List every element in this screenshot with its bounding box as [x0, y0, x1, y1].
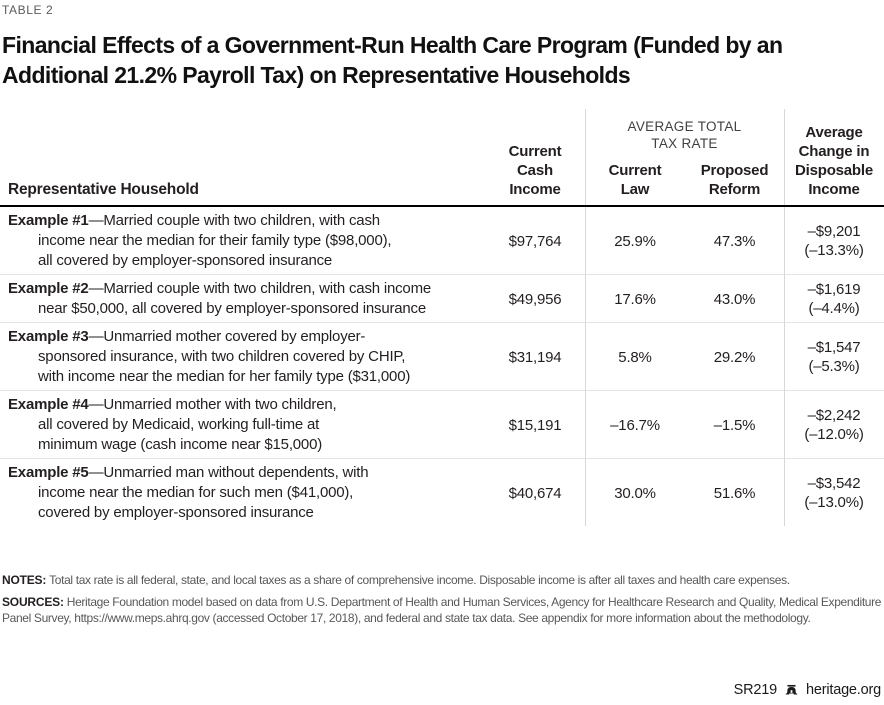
page-footer: SR219 heritage.org: [733, 682, 882, 698]
sources-label: SOURCES:: [2, 594, 64, 609]
household-desc: covered by employer-sponsored insurance: [38, 504, 314, 521]
table-notes-block: NOTES: Total tax rate is all federal, sta…: [2, 572, 882, 627]
example-label: Example #3: [8, 328, 89, 345]
heritage-bell-icon: [785, 684, 798, 694]
household-desc: with income near the median for her fami…: [38, 368, 411, 385]
column-header-proposed-reform: Proposed Reform: [700, 162, 769, 198]
column-header-representative-household: Representative Household: [8, 181, 199, 198]
table-row: Example #3—Unmarried mother covered by e…: [0, 322, 884, 390]
household-desc: —Unmarried mother with two children,: [88, 396, 337, 413]
cash-income-value: $97,764: [508, 232, 562, 250]
household-desc: minimum wage (cash income near $15,000): [38, 436, 323, 453]
household-desc: near $50,000, all covered by employer-sp…: [38, 300, 427, 317]
site-name: heritage.org: [806, 682, 881, 698]
notes-line: NOTES: Total tax rate is all federal, sta…: [2, 572, 882, 589]
title-line-1: Financial Effects of a Government-Run He…: [2, 32, 783, 58]
report-id: SR219: [733, 682, 778, 698]
cash-income-value: $49,956: [508, 290, 562, 308]
change-in-disposable-income-value: –$9,201 (–13.3%): [804, 223, 864, 259]
change-in-disposable-income-value: –$3,542 (–13.0%): [804, 475, 864, 511]
household-desc: —Married couple with two children, with …: [88, 280, 432, 297]
cash-income-value: $40,674: [508, 484, 562, 502]
current-law-value: –16.7%: [610, 416, 660, 434]
household-cell: Example #3—Unmarried mother covered by e…: [0, 327, 485, 387]
household-desc: —Married couple with two children, with …: [88, 212, 381, 229]
table-header-row: Representative Household Current Cash In…: [0, 109, 884, 207]
household-cell: Example #1—Married couple with two child…: [0, 211, 485, 271]
title-line-2: Additional 21.2% Payroll Tax) on Represe…: [2, 62, 631, 88]
proposed-reform-value: 51.6%: [713, 484, 756, 502]
household-desc: all covered by Medicaid, working full-ti…: [38, 416, 320, 433]
table-row: Example #4—Unmarried mother with two chi…: [0, 390, 884, 458]
proposed-reform-value: –1.5%: [713, 416, 756, 434]
household-desc: income near the median for their family …: [38, 232, 392, 249]
example-label: Example #2: [8, 280, 89, 297]
change-in-disposable-income-value: –$1,619 (–4.4%): [807, 281, 861, 317]
current-law-value: 17.6%: [614, 290, 656, 308]
data-table: Representative Household Current Cash In…: [0, 109, 884, 526]
household-desc: income near the median for such men ($41…: [38, 484, 354, 501]
table-row: Example #2—Married couple with two child…: [0, 274, 884, 322]
change-in-disposable-income-value: –$2,242 (–12.0%): [804, 407, 864, 443]
sources-line: SOURCES: Heritage Foundation model based …: [2, 594, 882, 627]
table-row: Example #5—Unmarried man without depende…: [0, 458, 884, 526]
notes-text: Total tax rate is all federal, state, an…: [49, 573, 790, 587]
current-law-value: 5.8%: [618, 348, 652, 366]
current-law-value: 30.0%: [614, 484, 656, 502]
table-title: Financial Effects of a Government-Run He…: [2, 30, 884, 90]
table-number-kicker: TABLE 2: [2, 3, 54, 17]
column-header-current-law: Current Law: [608, 162, 662, 198]
column-divider: [585, 109, 586, 526]
example-label: Example #1: [8, 212, 89, 229]
household-desc: all covered by employer-sponsored insura…: [38, 252, 333, 269]
column-header-average-change-in-disposable-income: Average Change in Disposable Income: [794, 124, 874, 198]
column-group-header-average-total-tax-rate: AVERAGE TOTAL TAX RATE: [627, 119, 742, 151]
household-cell: Example #5—Unmarried man without depende…: [0, 463, 485, 523]
notes-label: NOTES:: [2, 573, 47, 587]
proposed-reform-value: 43.0%: [713, 290, 756, 308]
household-cell: Example #2—Married couple with two child…: [0, 279, 485, 319]
household-cell: Example #4—Unmarried mother with two chi…: [0, 395, 485, 455]
example-label: Example #4: [8, 396, 89, 413]
cash-income-value: $31,194: [508, 348, 562, 366]
column-header-current-cash-income: Current Cash Income: [508, 143, 562, 198]
column-divider: [784, 109, 785, 526]
proposed-reform-value: 29.2%: [713, 348, 756, 366]
example-label: Example #5: [8, 464, 89, 481]
proposed-reform-value: 47.3%: [713, 232, 756, 250]
current-law-value: 25.9%: [614, 232, 656, 250]
household-desc: —Unmarried mother covered by employer-: [88, 328, 366, 345]
household-desc: sponsored insurance, with two children c…: [38, 348, 406, 365]
change-in-disposable-income-value: –$1,547 (–5.3%): [807, 339, 861, 375]
household-desc: —Unmarried man without dependents, with: [88, 464, 369, 481]
sources-text: Heritage Foundation model based on data …: [2, 594, 882, 626]
table-row: Example #1—Married couple with two child…: [0, 207, 884, 274]
cash-income-value: $15,191: [508, 416, 562, 434]
